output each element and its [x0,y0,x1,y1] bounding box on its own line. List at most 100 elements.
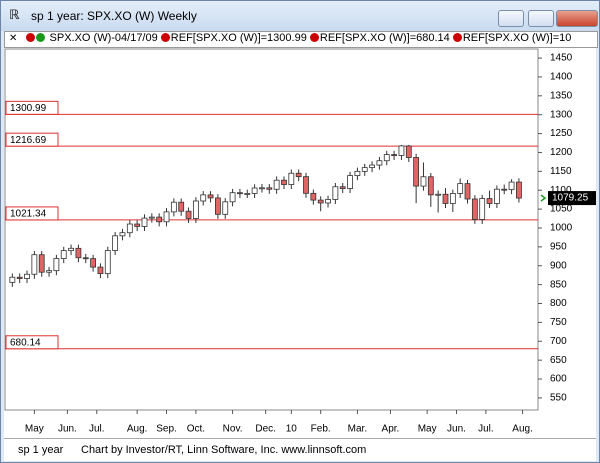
y-tick-label: 1350 [550,90,573,101]
candle-body [391,154,398,156]
candle-body [516,181,522,199]
candle-body [237,192,243,195]
candle-body [295,172,302,178]
legend-item: REF[SPX.XO (W)]=10 [462,32,572,44]
candle-body [427,176,434,196]
candle-body [68,247,74,252]
x-tick-label: Jul. [89,424,105,435]
x-tick-label: Aug. [127,424,148,435]
candle-body [303,176,309,194]
candle-body [104,250,111,275]
candle-body [38,254,45,273]
legend-bar: ✕ SPX.XO (W)-04/17/09 REF[SPX.XO (W)]=13… [4,31,598,48]
candle-body [310,192,317,201]
window-title: sp 1 year: SPX.XO (W) Weekly [31,9,197,23]
y-tick-label: 800 [550,298,567,309]
candle-body [229,192,236,203]
candle-body [185,210,192,219]
x-tick-label: Sep. [156,424,177,435]
y-tick-label: 1100 [550,185,572,196]
candle-body [178,201,185,212]
maximize-button[interactable] [528,10,554,27]
last-price-label: 1079.25 [552,193,589,204]
y-tick-label: 850 [550,279,567,290]
y-tick-label: 1400 [550,72,573,83]
candle-body [493,188,500,204]
candle-body [200,194,207,202]
close-button[interactable] [556,10,598,27]
legend-close-x[interactable]: ✕ [9,33,18,44]
x-tick-label: Jun. [447,424,466,435]
candle-body [156,216,163,223]
y-tick-label: 950 [550,242,567,253]
candle-body [383,154,390,162]
candle-body [479,198,486,220]
y-tick-label: 1150 [550,166,572,177]
y-tick-label: 600 [550,374,567,385]
chart: 5506006507007508008509009501000105011001… [4,48,596,438]
x-tick-label: Apr. [382,424,400,435]
y-tick-label: 1050 [550,204,573,215]
x-tick-label: Jul. [478,424,494,435]
candle-body [325,199,331,204]
chart-background [4,48,596,438]
last-price-arrow [540,194,547,202]
candle-body [413,157,420,187]
candle-body [222,201,229,215]
app-icon: ℝ [9,8,20,23]
candle-body [464,183,471,200]
candle-body [259,187,265,190]
candle-body [163,211,170,223]
legend-dot [36,33,46,42]
status-bar: sp 1 year Chart by Investor/RT, Linn Sof… [4,438,596,461]
candle-body [112,235,119,251]
title-bar: ℝ sp 1 year: SPX.XO (W) Weekly [1,1,599,31]
candle-body [317,199,324,204]
candle-body [376,160,383,166]
y-tick-label: 750 [550,317,567,328]
candle-body [273,179,280,190]
candle-body [141,217,148,227]
candle-body [457,183,464,194]
x-tick-label: Nov. [223,424,243,435]
reference-label-box [5,206,59,221]
legend-dot [160,33,170,42]
x-tick-label: Dec. [255,424,276,435]
candle-body [288,172,295,185]
candle-body [405,145,412,158]
candle-body [420,176,427,187]
x-tick-label: 10 [286,424,298,435]
y-tick-label: 1200 [550,147,573,158]
last-price-box [548,191,596,206]
minimize-button[interactable] [498,10,524,27]
candle-body [354,170,361,177]
y-tick-label: 550 [550,393,567,404]
candle-body [31,254,38,275]
reference-label: 1216.69 [10,135,47,146]
legend-dot [309,33,319,42]
x-tick-label: Oct. [187,424,205,435]
candle-body [170,201,177,213]
candle-body [251,187,258,194]
candle-body [508,181,515,191]
candle-body [192,200,199,219]
candle-body [207,194,214,199]
candle-body [442,193,449,204]
candle-body [486,198,493,204]
y-tick-label: 1250 [550,128,573,139]
y-tick-label: 700 [550,336,567,347]
reference-label: 1021.34 [10,209,47,220]
x-tick-label: Feb. [311,424,331,435]
candle-body [361,167,368,172]
candle-body [134,223,141,227]
candle-body [471,198,478,220]
y-tick-label: 1450 [550,53,573,64]
candle-body [16,276,23,279]
reference-label-box [5,335,59,350]
legend-item: SPX.XO (W)-04/17/09 [49,32,158,44]
footer-name: sp 1 year [18,444,64,456]
legend-dot [26,33,36,42]
candle-body [369,164,375,169]
legend-dot [452,33,462,42]
reference-label: 680.14 [10,337,41,348]
